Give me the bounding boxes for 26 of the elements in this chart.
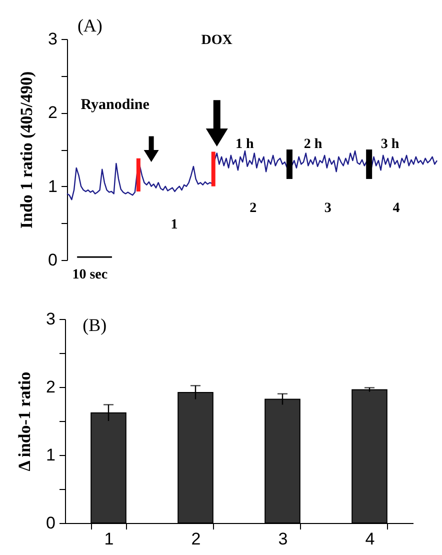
y-tick-label: 1 <box>46 446 56 464</box>
y-tick-label: 2 <box>46 378 56 396</box>
y-tick-label: 2 <box>48 103 58 122</box>
annotation: Ryanodine <box>80 96 150 113</box>
x-tick-label: 4 <box>365 530 375 548</box>
y-tick-label: 0 <box>48 250 58 270</box>
y-tick-label: 0 <box>46 514 56 532</box>
y-axis-title: Δ indo-1 ratio <box>15 372 34 472</box>
annotation: 1 h <box>235 137 254 152</box>
annotation: (B) <box>82 315 107 336</box>
annotation: 3 <box>324 201 332 216</box>
x-tick-label: 1 <box>104 530 114 548</box>
x-tick-label: 2 <box>191 530 201 548</box>
text: (A) <box>77 16 102 36</box>
annotation: 3 h <box>380 137 400 152</box>
annotation: 1 <box>170 217 178 232</box>
annotation: 4 <box>392 201 400 216</box>
annotation: 2 <box>250 201 257 216</box>
text: 10 sec <box>72 267 108 282</box>
annotation: DOX <box>201 33 232 48</box>
x-tick-label: 3 <box>278 530 288 548</box>
y-tick-label: 3 <box>46 310 56 328</box>
y-tick-label: 3 <box>48 30 58 48</box>
y-tick-label: 1 <box>48 176 58 196</box>
y-axis-title: Indo 1 ratio (405/490) <box>17 71 36 229</box>
annotation: 2 h <box>304 137 322 152</box>
